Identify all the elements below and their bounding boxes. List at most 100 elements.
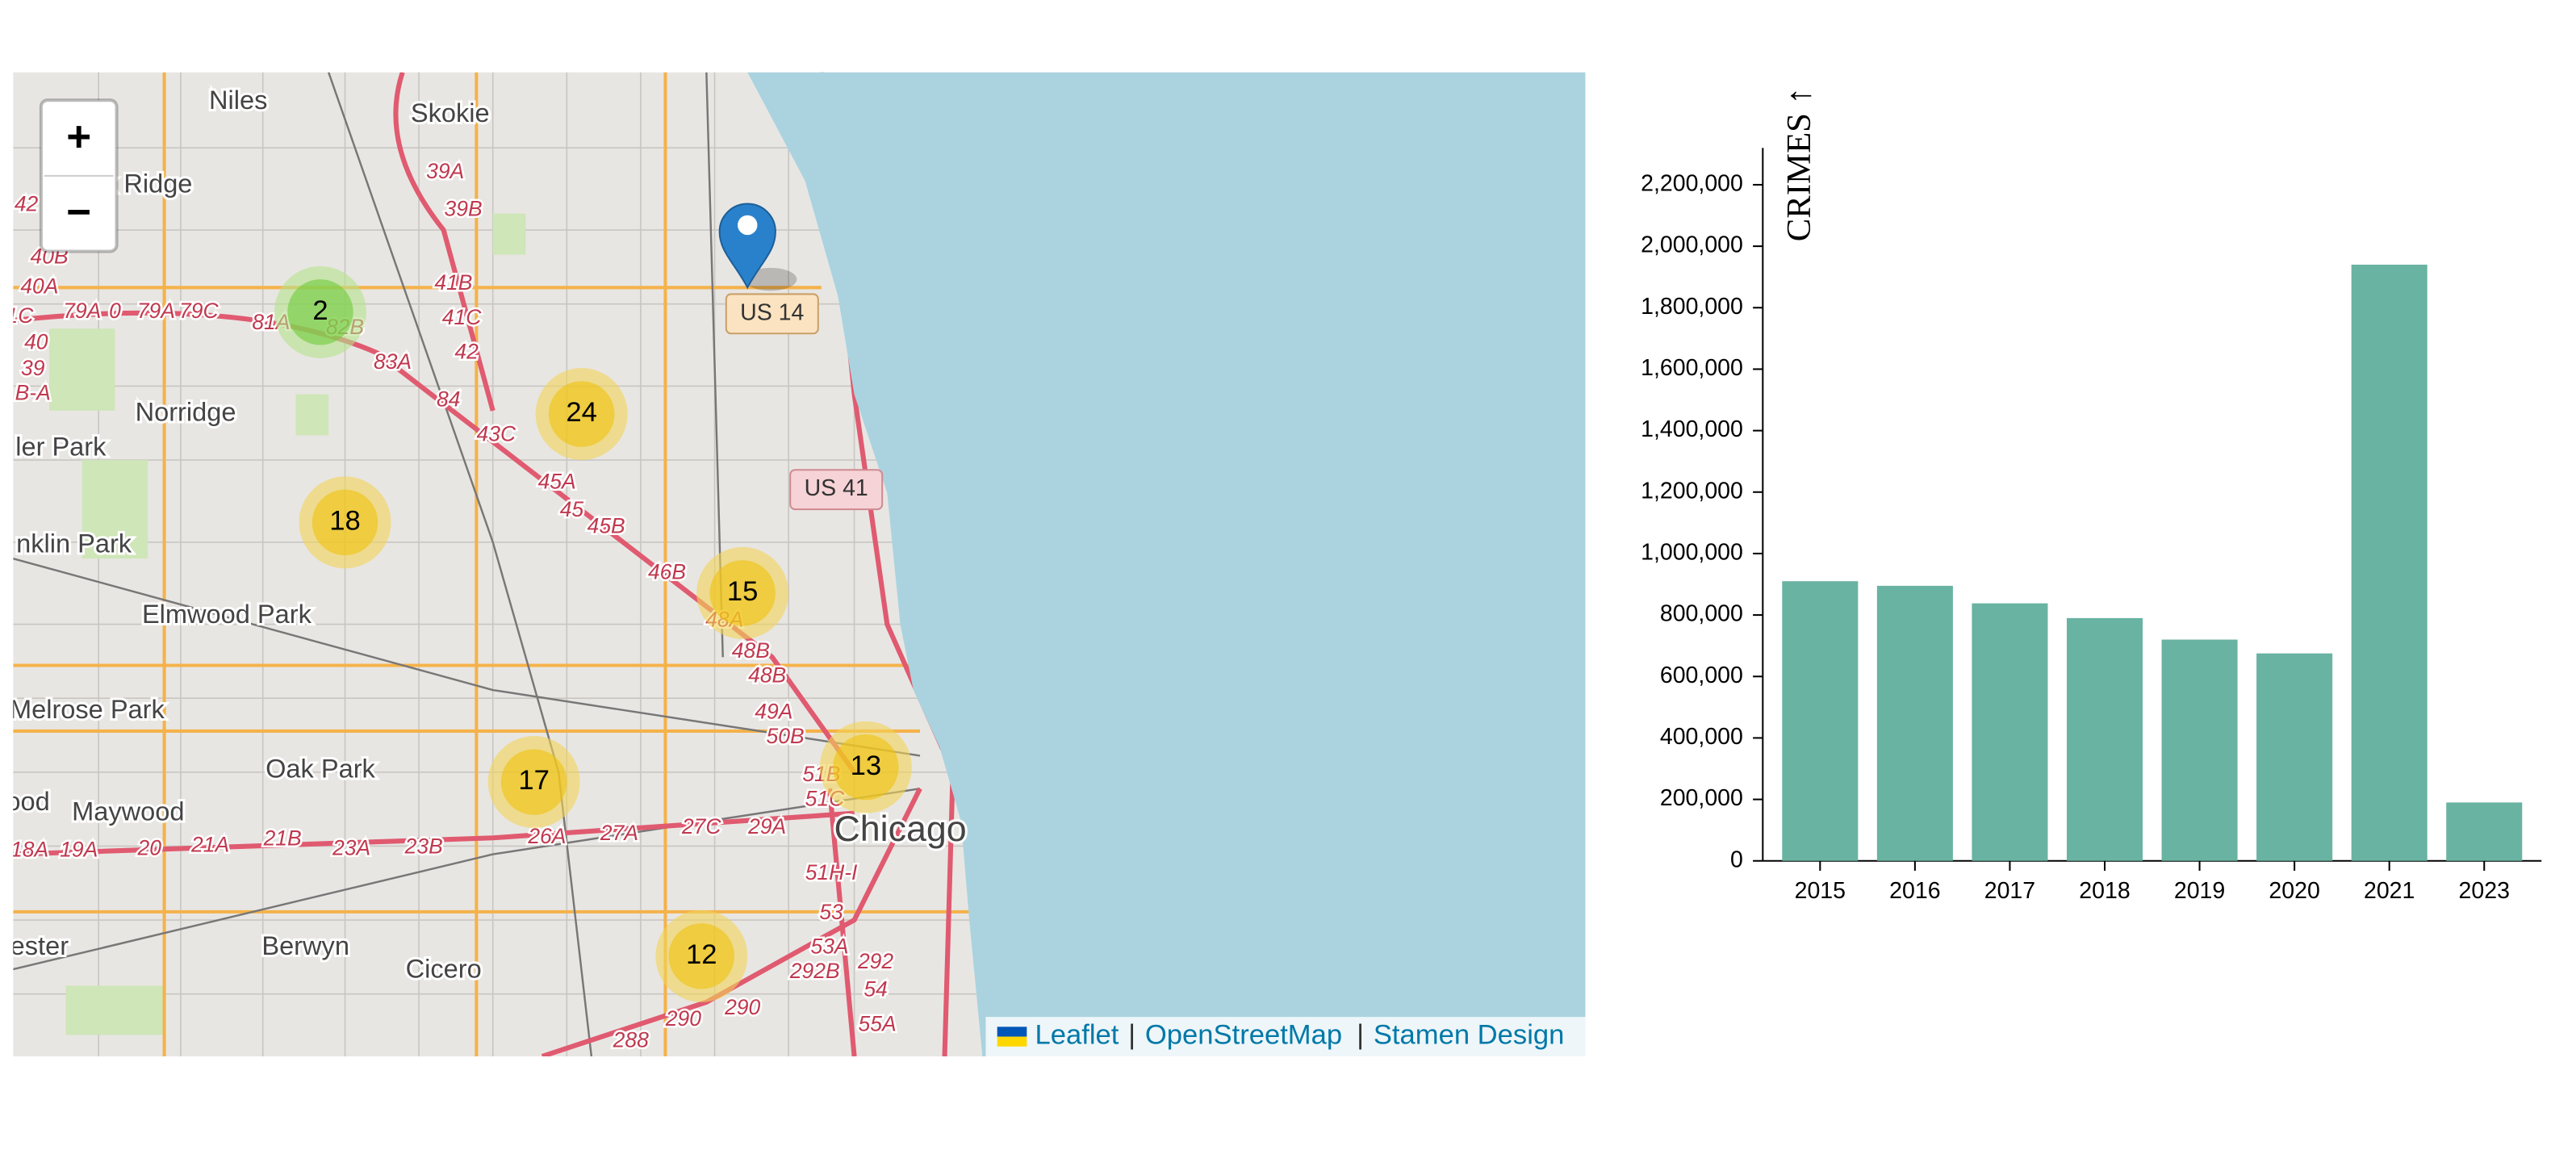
zoom-control: + − <box>39 98 119 253</box>
exit-label: 41B <box>434 270 472 295</box>
exit-label: 79A <box>137 299 175 323</box>
exit-label: 41C <box>442 305 482 329</box>
place-label: Norridge <box>136 398 236 427</box>
place-label: nklin Park <box>16 529 132 558</box>
exit-label: 23B <box>404 834 443 858</box>
exit-label: 1C <box>6 303 35 328</box>
place-label: Oak Park <box>266 754 375 783</box>
cluster-core <box>709 560 776 626</box>
exit-label: 53A <box>810 935 848 959</box>
attribution-link[interactable]: Leaflet <box>1035 1020 1119 1051</box>
attribution-link[interactable]: Stamen Design <box>1374 1020 1565 1051</box>
y-tick-label: 1,000,000 <box>1641 539 1743 565</box>
exit-label: 21B <box>263 826 302 850</box>
cluster[interactable]: 17 <box>487 736 580 829</box>
exit-label: 49A <box>755 700 792 724</box>
cluster-core <box>500 749 567 815</box>
exit-label: 83A <box>374 349 412 374</box>
attribution: Leaflet | OpenStreetMap | Stamen Design <box>985 1017 1586 1056</box>
bar <box>1972 603 2048 861</box>
exit-label: 42 <box>15 191 39 215</box>
exit-label: 29A <box>747 814 786 838</box>
bar <box>1876 585 1953 861</box>
rail <box>13 72 921 1056</box>
exit-label: 39B <box>445 197 483 221</box>
place-label: ler Park <box>15 432 107 461</box>
y-tick-label: 2,200,000 <box>1641 170 1743 196</box>
cluster[interactable]: 24 <box>535 368 628 461</box>
cluster-count: 2 <box>312 295 328 326</box>
attribution-link[interactable]: OpenStreetMap <box>1145 1020 1342 1051</box>
zoom-in[interactable]: + <box>66 113 91 161</box>
exit-label: 54 <box>864 977 887 1001</box>
place-label: Chicago <box>834 809 966 849</box>
exit-label: 26A <box>527 824 566 848</box>
y-tick-label: 800,000 <box>1660 601 1743 627</box>
highways <box>13 72 956 1056</box>
place-label: Niles <box>209 86 267 115</box>
cluster[interactable]: 2 <box>274 266 366 358</box>
y-tick-label: 1,600,000 <box>1641 355 1743 381</box>
x-tick-label: 2021 <box>2364 878 2415 904</box>
exit-label: 292 <box>857 949 893 973</box>
cluster[interactable]: 13 <box>819 721 912 813</box>
exit-label: 51H-I <box>805 860 858 884</box>
exit-label: 42 <box>454 340 479 364</box>
exit-label: 46B <box>648 559 686 583</box>
route-shield <box>725 293 819 335</box>
exit-label: 39 <box>21 356 45 380</box>
exit-label: 84 <box>437 387 460 412</box>
x-tick-label: 2023 <box>2459 878 2510 904</box>
exit-label: 288 <box>613 1028 649 1052</box>
place-label: k Ridge <box>103 169 192 199</box>
x-tick-label: 2019 <box>2174 878 2225 904</box>
bar <box>2446 802 2523 861</box>
place-label: Melrose Park <box>10 695 165 724</box>
exit-label: 50B <box>767 724 805 748</box>
cluster[interactable]: 12 <box>655 909 748 1002</box>
y-tick-label: 0 <box>1730 847 1743 872</box>
x-tick-label: 2020 <box>2269 878 2319 904</box>
place-label: Elmwood Park <box>142 600 312 629</box>
bar-chart: CRIMES ↑ 0 200,000 400,000 600,000 800,000 1,… <box>1641 87 2542 904</box>
exit-label: 79A <box>63 299 101 323</box>
cluster-count: 12 <box>686 939 717 970</box>
place-label: Cicero <box>406 955 482 984</box>
y-tick-label: 2,000,000 <box>1641 232 1743 258</box>
exit-label: 27C <box>681 814 721 838</box>
cluster[interactable]: 15 <box>696 546 789 639</box>
bar <box>2161 639 2238 861</box>
marker[interactable] <box>718 203 797 291</box>
parks <box>49 213 526 1035</box>
exit-label: 40A <box>20 274 58 298</box>
exit-label: 45A <box>538 470 576 494</box>
zoom-out[interactable]: − <box>66 189 91 236</box>
cluster-core <box>668 923 734 989</box>
exit-label: 79C <box>179 299 219 323</box>
exit-label: 19A <box>60 838 98 862</box>
x-tick-label: 2016 <box>1889 878 1940 904</box>
cluster-core <box>312 489 378 556</box>
exit-label: 53 <box>819 900 843 924</box>
exit-label: 40 <box>24 329 48 353</box>
bar <box>2351 264 2428 861</box>
exit-label: 40B <box>31 245 69 269</box>
exit-label: 48B <box>748 663 786 688</box>
map[interactable]: Niles Skokie k Ridge Norridge ler Park nklin … <box>6 72 1586 1056</box>
attribution-separator: | <box>1128 1020 1135 1051</box>
place-label: Skokie <box>411 98 490 128</box>
place-label: Maywood <box>72 797 184 826</box>
exit-label: 27A <box>600 821 638 845</box>
lake <box>747 72 1586 1056</box>
y-tick-label: 1,400,000 <box>1641 416 1743 442</box>
exit-label: 55A <box>859 1011 897 1035</box>
exit-label: 21A <box>190 832 229 856</box>
exit-label: 48B <box>732 638 770 663</box>
cluster[interactable]: 18 <box>299 476 391 569</box>
y-axis-label: CRIMES ↑ <box>1780 87 1818 241</box>
exit-label: 45 <box>560 497 584 521</box>
y-tick-label: 1,800,000 <box>1641 294 1743 320</box>
place-label: ester <box>10 931 69 960</box>
